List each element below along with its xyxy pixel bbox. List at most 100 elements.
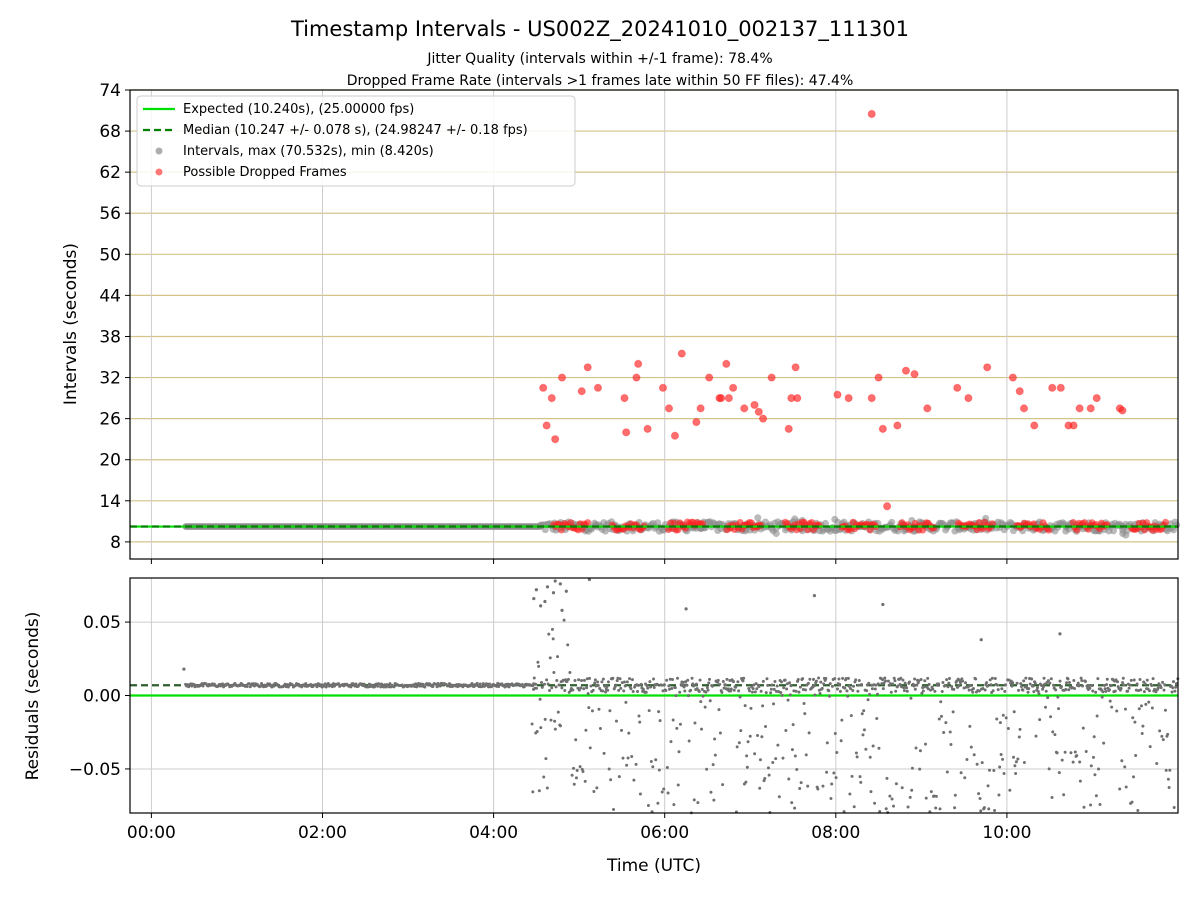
residual-point (606, 688, 610, 692)
residual-point (1089, 803, 1093, 807)
residual-point (601, 677, 605, 681)
residual-point (703, 705, 707, 709)
residual-point (734, 685, 738, 689)
residual-point (1091, 689, 1095, 693)
residual-point (1172, 805, 1176, 809)
residual-point (952, 687, 956, 691)
residual-point (870, 687, 874, 691)
residual-point (1159, 686, 1163, 690)
residual-point (1148, 745, 1152, 749)
residual-point (1001, 757, 1005, 761)
residual-point (1022, 679, 1026, 683)
intervals-y-tick-label: 32 (99, 369, 121, 389)
residual-point (1144, 702, 1148, 706)
residual-point (575, 768, 579, 772)
residual-point (687, 739, 691, 743)
dropped-frame-point (1056, 383, 1065, 392)
legend-intervals-label: Intervals, max (70.532s), min (8.420s) (183, 144, 434, 159)
residual-point (669, 740, 673, 744)
dropped-frame-point (658, 383, 668, 392)
residual-point (1030, 677, 1034, 681)
residual-point (1033, 681, 1037, 685)
residual-point (910, 766, 914, 770)
residual-point (939, 714, 943, 718)
residual-point (676, 676, 680, 680)
residual-point (945, 678, 949, 682)
residual-point (713, 753, 717, 757)
residual-point (940, 689, 944, 693)
residual-point (685, 683, 689, 687)
residual-point (252, 684, 256, 688)
residual-point (858, 775, 862, 779)
dropped-frame-point (1015, 387, 1024, 396)
residual-point (706, 688, 710, 692)
residual-point (260, 682, 264, 686)
residual-point (1143, 682, 1147, 686)
residual-point (315, 685, 319, 689)
residual-point (1173, 689, 1177, 693)
residual-point (670, 686, 674, 690)
residual-point (1155, 761, 1159, 765)
residual-point (852, 805, 856, 809)
residual-point (761, 679, 765, 683)
residual-point (629, 687, 633, 691)
residual-point (1047, 767, 1051, 771)
residual-point (656, 801, 660, 805)
residual-point (854, 678, 858, 682)
residual-point (1140, 731, 1144, 735)
residual-point (565, 680, 569, 684)
residual-point (1087, 684, 1091, 688)
residual-point (825, 770, 829, 774)
residual-point (1127, 686, 1131, 690)
residual-point (808, 677, 812, 681)
residual-point (684, 607, 688, 611)
residual-point (1154, 690, 1158, 694)
residual-point (1059, 685, 1063, 689)
residual-point (615, 679, 619, 683)
residual-point (618, 677, 622, 681)
residual-point (699, 700, 703, 704)
residual-point (942, 731, 946, 735)
residual-point (992, 768, 996, 772)
residual-point (497, 684, 501, 688)
residual-point (822, 682, 826, 686)
residual-point (617, 688, 621, 692)
residual-point (1003, 689, 1007, 693)
residual-point (1119, 686, 1123, 690)
residual-point (983, 688, 987, 692)
residual-point (627, 731, 631, 735)
residual-point (670, 677, 674, 681)
dropped-frame-point (754, 407, 763, 416)
residual-point (1105, 677, 1109, 681)
residual-point (545, 786, 549, 790)
residual-point (754, 682, 758, 686)
residual-point (860, 712, 864, 716)
residual-point (1101, 690, 1105, 694)
residual-point (732, 680, 736, 684)
dropped-frame-point (793, 394, 802, 403)
residual-point (746, 740, 750, 744)
residual-point (649, 685, 653, 689)
residual-point (542, 775, 546, 779)
residual-point (717, 708, 721, 712)
residual-point (1063, 750, 1067, 754)
dropped-frame-point (696, 404, 705, 413)
residual-point (605, 685, 609, 689)
residual-point (376, 684, 380, 688)
residual-point (782, 686, 786, 690)
residual-point (737, 741, 741, 745)
residual-point (868, 755, 872, 759)
residual-point (906, 805, 910, 809)
residual-point (1115, 680, 1119, 684)
residual-point (820, 686, 824, 690)
legend-dropped-label: Possible Dropped Frames (183, 165, 347, 180)
residual-point (1017, 688, 1021, 692)
x-axis-label: Time (UTC) (606, 856, 701, 876)
residual-point (848, 792, 852, 796)
residual-point (894, 689, 898, 693)
interval-point (888, 518, 896, 526)
residual-point (660, 790, 664, 794)
residual-point (920, 691, 924, 695)
residual-point (817, 676, 821, 680)
residual-point (989, 683, 993, 687)
